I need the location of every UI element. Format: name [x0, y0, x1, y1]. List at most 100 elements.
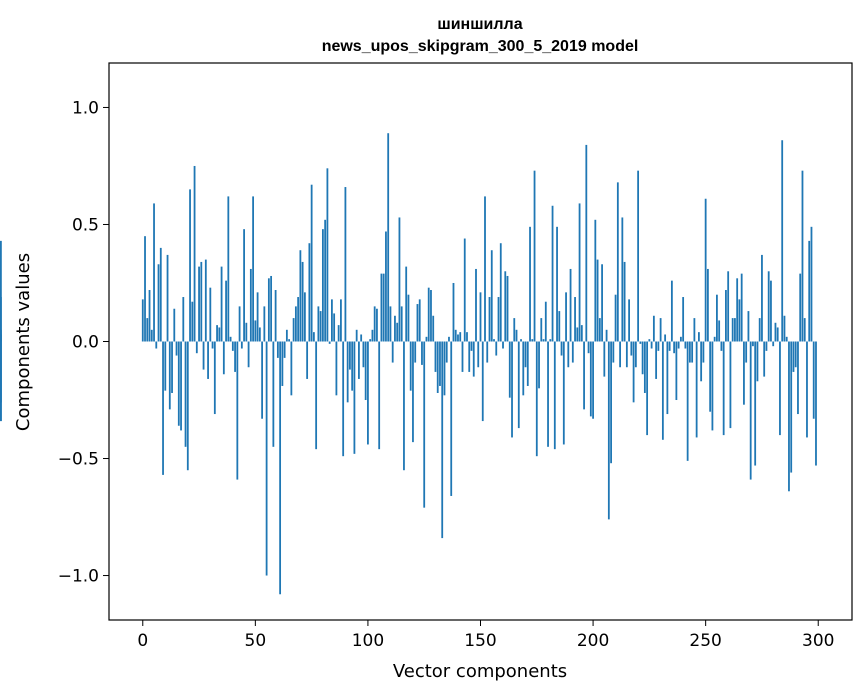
bar: [770, 280, 772, 342]
bar: [171, 341, 173, 393]
bar: [263, 306, 266, 342]
bar: [686, 341, 689, 461]
bar: [488, 297, 491, 342]
bar: [758, 318, 761, 342]
bar: [641, 341, 644, 375]
bar: [299, 250, 302, 342]
bar: [781, 140, 784, 342]
bar: [191, 301, 194, 342]
bar: [180, 341, 182, 431]
bar: [369, 339, 372, 342]
y-tick-label: 0.0: [72, 333, 99, 353]
bar: [515, 329, 518, 342]
bar: [362, 341, 365, 368]
bar: [531, 339, 534, 342]
bar: [688, 341, 691, 363]
bar: [587, 341, 590, 354]
bar: [186, 341, 189, 471]
bar: [245, 322, 248, 342]
bar: [234, 341, 236, 372]
bar: [722, 341, 725, 436]
x-tick-label: 100: [352, 631, 384, 651]
bar: [623, 261, 626, 342]
bar: [337, 325, 340, 342]
bar: [283, 341, 286, 358]
bar: [806, 341, 808, 438]
bar: [752, 341, 754, 347]
bar: [364, 341, 367, 401]
bar: [477, 341, 480, 368]
bar: [270, 275, 273, 342]
bar: [713, 336, 716, 342]
bar: [716, 294, 718, 342]
plot-area-frame: [108, 62, 853, 621]
y-tick-label: 1.0: [72, 98, 99, 118]
bar: [470, 341, 473, 351]
bar: [481, 341, 484, 422]
bar: [335, 341, 338, 396]
bar: [249, 268, 252, 342]
x-tick-label: 250: [689, 631, 721, 651]
bar: [227, 196, 230, 342]
bar: [675, 341, 678, 401]
bar: [551, 205, 554, 342]
bar: [731, 318, 734, 342]
bar: [308, 243, 311, 342]
bar: [436, 341, 439, 393]
bar: [319, 311, 322, 342]
bar: [740, 273, 743, 342]
bar: [646, 341, 649, 436]
bar: [794, 341, 797, 368]
x-tick-label: 0: [137, 631, 148, 651]
bar: [144, 236, 146, 342]
bar: [643, 341, 646, 393]
bar: [459, 332, 462, 342]
bar: [812, 341, 815, 419]
bar: [702, 341, 705, 363]
bar: [549, 339, 552, 342]
bar: [734, 318, 736, 342]
bar: [538, 341, 540, 389]
bar: [265, 341, 268, 576]
bar: [772, 341, 775, 347]
bar: [540, 318, 543, 342]
y-tick-label: −0.5: [58, 450, 99, 470]
bar: [349, 341, 351, 370]
bar: [452, 282, 455, 342]
bar: [490, 250, 493, 342]
bar: [621, 217, 624, 342]
bar: [222, 341, 225, 375]
bar: [306, 341, 309, 379]
bar: [0, 334, 2, 342]
bar: [565, 292, 567, 342]
bar: [202, 341, 205, 370]
bar: [247, 341, 250, 368]
bar: [670, 280, 673, 342]
bar: [738, 299, 741, 342]
bar: [389, 306, 392, 342]
bar: [331, 299, 333, 342]
x-axis-ticks: 0 50 100 150 200 250 300: [137, 620, 834, 651]
y-axis-ticks: −1.0 −0.5 0.0 0.5 1.0: [58, 98, 109, 587]
bar: [434, 341, 437, 372]
bar: [168, 341, 171, 410]
bar: [457, 334, 459, 342]
bar: [506, 275, 509, 342]
bar: [637, 170, 640, 342]
bar: [288, 339, 291, 342]
bar: [652, 315, 655, 342]
bar: [679, 336, 682, 342]
bar: [648, 339, 651, 342]
bar: [175, 341, 178, 356]
bar: [427, 287, 430, 342]
bar: [412, 341, 414, 443]
bar: [315, 341, 318, 450]
bar: [765, 341, 768, 351]
bar: [808, 240, 811, 342]
bar: [634, 341, 637, 368]
bar: [763, 341, 766, 377]
bar: [432, 315, 435, 342]
bar: [292, 318, 295, 342]
bar: [450, 341, 453, 496]
